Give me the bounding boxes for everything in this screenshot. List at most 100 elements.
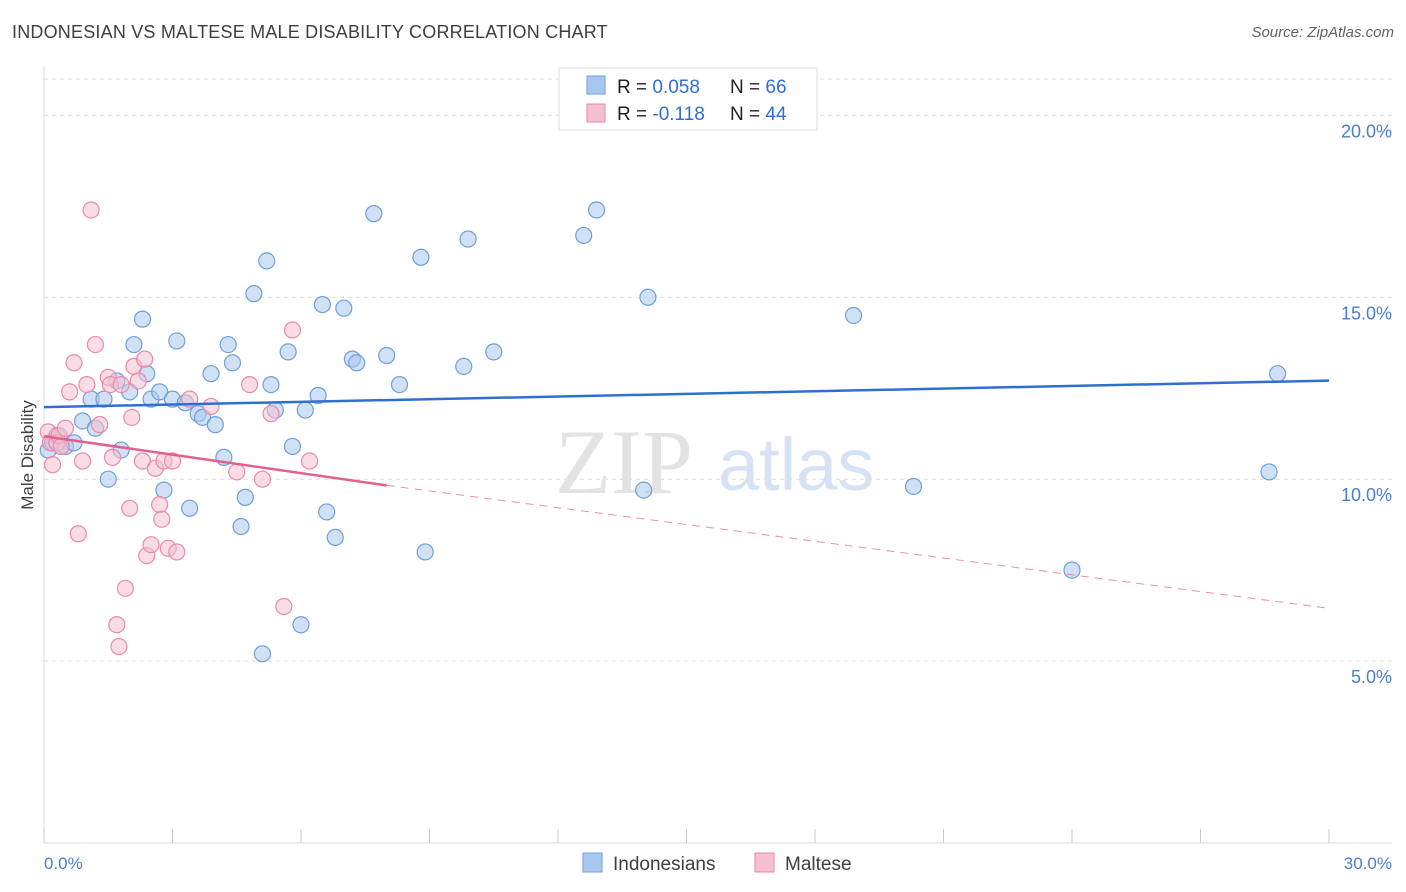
point-indonesians (639, 288, 657, 306)
point-indonesians (181, 499, 199, 517)
watermark-zip: ZIP (555, 411, 693, 513)
point-maltese (151, 496, 169, 514)
point-maltese (168, 543, 186, 561)
point-maltese (228, 463, 246, 481)
point-maltese (153, 510, 171, 528)
n-value: 44 (765, 104, 787, 125)
stats-row-indonesians: R = 0.058 N = 66 (617, 77, 787, 98)
stats-row-maltese: R = -0.118 N = 44 (617, 104, 787, 125)
point-maltese (108, 616, 126, 634)
point-indonesians (258, 252, 276, 270)
n-label: N = (730, 77, 765, 98)
point-indonesians (296, 401, 314, 419)
point-indonesians (348, 354, 366, 372)
trend-line-maltese (386, 484, 1330, 609)
point-maltese (116, 579, 134, 597)
point-maltese (82, 201, 100, 219)
point-indonesians (485, 343, 503, 361)
chart-title: INDONESIAN VS MALTESE MALE DISABILITY CO… (12, 22, 608, 42)
point-maltese (73, 452, 92, 470)
point-maltese (241, 376, 259, 394)
point-maltese (300, 452, 319, 470)
point-maltese (121, 499, 139, 517)
n-label: N = (730, 104, 765, 125)
point-maltese (112, 376, 130, 394)
gridlines (44, 78, 1392, 662)
point-maltese (103, 448, 122, 466)
point-indonesians (416, 543, 434, 561)
point-indonesians (283, 437, 302, 456)
point-indonesians (635, 481, 653, 499)
point-maltese (91, 416, 109, 434)
point-maltese (142, 536, 160, 554)
point-indonesians (575, 226, 593, 245)
point-indonesians (151, 383, 169, 401)
point-maltese (163, 452, 182, 470)
y-axis-label: Male Disability (18, 400, 37, 510)
point-indonesians (378, 346, 396, 365)
point-indonesians (455, 357, 473, 376)
point-maltese (61, 383, 79, 401)
point-indonesians (904, 477, 923, 496)
point-indonesians (236, 488, 254, 506)
point-indonesians (309, 386, 327, 405)
point-indonesians (262, 376, 280, 394)
point-indonesians (459, 230, 477, 248)
source-label: Source: ZipAtlas.com (1251, 24, 1394, 41)
legend-swatch-maltese (754, 852, 775, 873)
stats-legend: R = 0.058 N = 66 R = -0.118 N = 44 (558, 67, 818, 131)
point-maltese (133, 452, 152, 470)
point-maltese (56, 419, 75, 437)
watermark-atlas: atlas (718, 423, 874, 506)
point-indonesians (133, 310, 152, 328)
point-indonesians (125, 335, 143, 354)
point-indonesians (155, 481, 173, 499)
point-maltese (275, 597, 293, 616)
point-indonesians (232, 517, 250, 536)
r-value: -0.118 (652, 104, 704, 125)
point-maltese (69, 525, 87, 543)
point-indonesians (335, 299, 353, 317)
legend-label-indonesians: Indonesians (613, 854, 715, 875)
point-maltese (110, 637, 128, 656)
point-indonesians (245, 285, 263, 303)
point-maltese (52, 437, 70, 456)
point-indonesians (318, 503, 336, 521)
point-maltese (262, 405, 280, 423)
point-indonesians (279, 343, 297, 361)
point-indonesians (253, 645, 272, 663)
point-maltese (202, 397, 220, 416)
x-ticks (43, 829, 1330, 843)
point-maltese (123, 408, 141, 426)
y-tick-label: 15.0% (1341, 303, 1392, 323)
trend-line-indonesians (43, 379, 1330, 409)
point-indonesians (223, 354, 242, 372)
series-legend: Indonesians Maltese (582, 852, 852, 875)
point-indonesians (365, 205, 383, 223)
y-tick-label: 20.0% (1341, 121, 1392, 141)
legend-swatch-indonesians (582, 852, 603, 873)
r-label: R = (617, 104, 652, 125)
point-indonesians (168, 332, 186, 350)
trend-line-maltese (43, 435, 387, 487)
point-indonesians (587, 201, 606, 219)
r-value: 0.058 (652, 77, 700, 98)
point-maltese (253, 470, 272, 488)
point-indonesians (206, 416, 224, 434)
stats-swatch-indonesians (586, 75, 606, 95)
x-tick-label-max: 30.0% (1344, 854, 1392, 873)
y-tick-label: 5.0% (1351, 667, 1392, 687)
point-maltese (78, 376, 96, 394)
point-maltese (65, 354, 83, 372)
point-indonesians (1063, 561, 1081, 579)
point-indonesians (73, 412, 92, 430)
y-tick-label: 10.0% (1341, 485, 1392, 505)
point-indonesians (326, 528, 344, 547)
point-maltese (43, 456, 62, 474)
n-value: 66 (765, 77, 786, 98)
point-maltese (86, 335, 105, 354)
point-indonesians (313, 295, 332, 314)
y-tick-labels: 5.0% 10.0% 15.0% 20.0% (1341, 121, 1392, 687)
point-indonesians (219, 335, 237, 354)
